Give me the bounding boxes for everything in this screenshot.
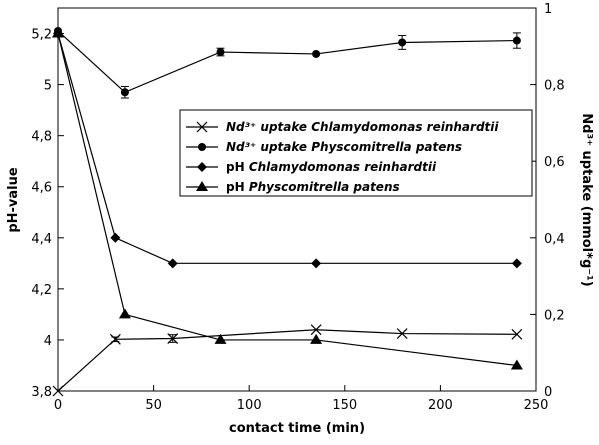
data-point [310,333,323,344]
left-tick-label: 5 [44,79,52,94]
legend-label: Nd³⁺ uptake Physcomitrella patens [226,140,462,154]
right-tick-label: 1 [544,2,552,17]
data-point [214,333,227,344]
right-tick-label: 0,6 [544,155,565,170]
legend-label-species: Physcomitrella patens [311,140,462,154]
legend-marker [196,121,208,133]
plot-frame [57,7,537,392]
legend-box [179,109,533,197]
data-point [110,232,121,243]
left-tick-label: 4,8 [31,130,52,145]
data-point-stroke [109,333,121,345]
data-point-stroke [310,324,322,336]
legend-label: pH Chlamydomonas reinhardtii [226,160,437,174]
data-point [52,27,64,38]
series-1 [54,26,521,99]
series-layer [52,26,523,397]
left-tick-label: 4,4 [31,232,52,247]
legend-label: Nd³⁺ uptake Chlamydomonas reinhardtii [226,120,499,134]
right-tick-label: 0,4 [544,232,565,247]
legend-label-species: Chlamydomonas reinhardtii [249,160,437,174]
legend-marker [198,143,206,151]
data-point-stroke [167,333,179,344]
data-point [109,333,121,345]
left-tick-label: 5,2 [31,28,52,43]
series-2 [53,28,522,269]
data-point [120,88,129,97]
data-point [511,328,523,340]
data-point [216,48,225,57]
left-tick-label: 4,2 [31,283,52,298]
series-3 [52,27,523,370]
data-point [118,308,131,319]
data-point [398,38,407,47]
x-tick-label: 100 [237,398,262,413]
x-axis-title: contact time (min) [229,421,365,436]
legend-label-prefix: Nd³⁺ uptake [226,120,311,134]
left-tick-label: 4,6 [31,181,52,196]
data-point-stroke [511,328,523,340]
left-axis-title: pH-value [6,167,21,233]
data-point [312,49,321,58]
data-point [396,328,408,339]
legend-marker-stroke [196,121,208,133]
x-tick-label: 150 [332,398,357,413]
right-axis-title: Nd³⁺ uptake (mmol*g⁻¹) [579,113,594,286]
data-point [510,359,523,370]
x-tick-label: 50 [145,398,162,413]
x-tick-label: 0 [54,398,62,413]
right-tick-label: 0,2 [544,308,565,323]
series-line [57,30,517,93]
legend-label-prefix: pH [226,180,249,194]
x-tick-label: 250 [524,398,549,413]
x-axis-ticks: 0 50 100 150 200 250 [54,385,549,413]
left-axis-ticks: 3,8 4 4,2 4,4 4,6 4,8 5 5,2 [31,28,64,400]
right-tick-label: 0 [544,385,552,400]
data-point [512,36,521,45]
legend-label-prefix: pH [226,160,249,174]
data-point [511,258,522,269]
legend: Nd³⁺ uptake Chlamydomonas reinhardtiiNd³… [179,109,533,197]
series-line [57,329,517,392]
legend-label: pH Physcomitrella patens [226,180,400,194]
right-tick-label: 0,8 [544,79,565,94]
left-tick-label: 4 [44,334,52,349]
left-tick-label: 3,8 [31,385,52,400]
data-point [310,324,322,336]
legend-marker [197,162,207,172]
series-0 [52,324,523,397]
legend-label-species: Chlamydomonas reinhardtii [311,120,499,134]
data-point [167,333,179,344]
data-point [167,258,178,269]
legend-label-species: Physcomitrella patens [249,180,400,194]
data-point-stroke [396,328,408,339]
right-axis-ticks: 0 0,2 0,4 0,6 0,8 1 [530,2,565,400]
data-point-stroke [52,385,64,397]
legend-marker [196,181,208,191]
legend-label-prefix: Nd³⁺ uptake [226,140,311,154]
data-point [311,258,322,269]
data-point [52,385,64,397]
x-tick-label: 200 [428,398,453,413]
